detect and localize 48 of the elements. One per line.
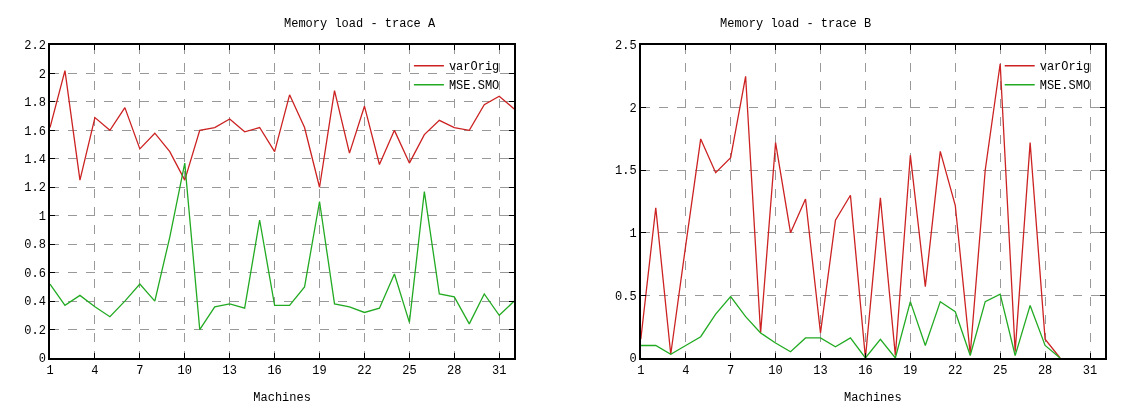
- y-tick-label: 0.6: [24, 266, 46, 281]
- x-tick-label: 10: [768, 364, 783, 379]
- y-tick-label: 1.6: [24, 124, 46, 139]
- y-tick-label: 1: [38, 209, 46, 224]
- x-tick-label: 4: [682, 364, 690, 379]
- y-tick-label: 0: [629, 352, 637, 367]
- y-tick-label: 2: [629, 101, 637, 116]
- y-tick-label: 1: [629, 227, 637, 241]
- x-tick-label: 4: [91, 364, 99, 379]
- chart-title: Memory load - trace B: [720, 17, 872, 31]
- x-tick-label: 16: [267, 364, 282, 379]
- y-tick-label: 2.5: [615, 39, 637, 54]
- x-tick-label: 13: [222, 364, 237, 379]
- line-series: [640, 293, 1061, 358]
- y-tick-label: 2.2: [24, 39, 46, 54]
- line-series: [50, 162, 515, 331]
- x-tick-label: 31: [1082, 364, 1098, 379]
- x-tick-label: 28: [447, 364, 462, 379]
- y-tick-label: 0.8: [24, 238, 46, 253]
- x-tick-label: 19: [312, 364, 327, 379]
- x-axis-title: Machines: [253, 390, 311, 405]
- y-tick-label: 1.4: [24, 153, 46, 168]
- x-tick-label: 28: [1037, 364, 1053, 379]
- x-tick-label: 13: [813, 364, 828, 379]
- y-tick-label: 1.8: [24, 96, 46, 111]
- x-tick-label: 25: [992, 364, 1008, 379]
- x-tick-label: 22: [357, 364, 372, 379]
- y-tick-label: 0.4: [24, 295, 46, 310]
- x-tick-label: 19: [903, 364, 918, 379]
- x-tick-label: 31: [492, 364, 507, 379]
- x-tick-label: 25: [402, 364, 417, 379]
- y-tick-label: 0.2: [24, 323, 46, 338]
- x-tick-label: 10: [177, 364, 192, 379]
- y-tick-label: 2: [38, 67, 46, 82]
- legend-label: MSE.SMO: [1039, 79, 1091, 94]
- legend-label: varOrig: [1039, 60, 1091, 75]
- x-tick-label: 16: [858, 364, 873, 379]
- y-tick-label: 0.5: [615, 289, 637, 304]
- legend-label: varOrig: [448, 60, 500, 75]
- y-tick-label: 1.5: [615, 164, 637, 179]
- x-axis-title: Machines: [844, 390, 902, 405]
- y-tick-label: 1.2: [24, 181, 46, 196]
- chart-title: Memory load - trace A: [284, 17, 437, 31]
- y-tick-label: 0: [38, 352, 46, 367]
- x-tick-label: 22: [948, 364, 963, 379]
- x-tick-label: 7: [136, 364, 144, 379]
- x-tick-label: 7: [727, 364, 735, 379]
- legend-label: MSE.SMO: [448, 79, 500, 94]
